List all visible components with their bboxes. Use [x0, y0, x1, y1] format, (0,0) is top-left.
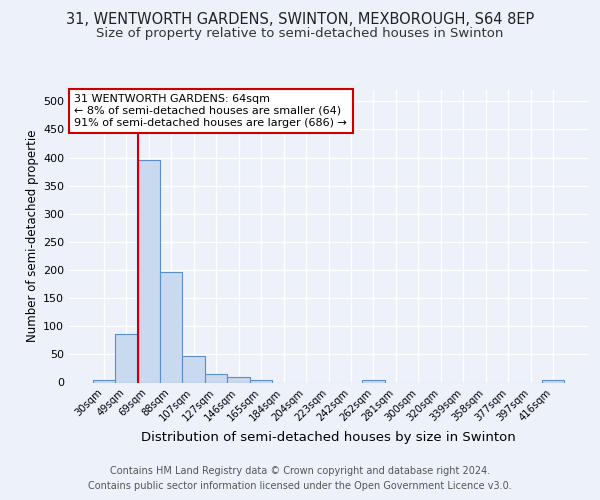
Bar: [137, 160, 160, 382]
Bar: [542, 380, 565, 382]
Text: Contains HM Land Registry data © Crown copyright and database right 2024.: Contains HM Land Registry data © Crown c…: [110, 466, 490, 476]
Text: Contains public sector information licensed under the Open Government Licence v3: Contains public sector information licen…: [88, 481, 512, 491]
Text: Size of property relative to semi-detached houses in Swinton: Size of property relative to semi-detach…: [97, 28, 503, 40]
X-axis label: Distribution of semi-detached houses by size in Swinton: Distribution of semi-detached houses by …: [141, 432, 516, 444]
Bar: [362, 380, 385, 382]
Bar: [205, 374, 227, 382]
Bar: [160, 272, 182, 382]
Bar: [250, 380, 272, 382]
Bar: [182, 356, 205, 382]
Bar: [115, 334, 137, 382]
Bar: [92, 380, 115, 382]
Text: 31, WENTWORTH GARDENS, SWINTON, MEXBOROUGH, S64 8EP: 31, WENTWORTH GARDENS, SWINTON, MEXBOROU…: [66, 12, 534, 28]
Bar: [227, 378, 250, 382]
Text: 31 WENTWORTH GARDENS: 64sqm
← 8% of semi-detached houses are smaller (64)
91% of: 31 WENTWORTH GARDENS: 64sqm ← 8% of semi…: [74, 94, 347, 128]
Y-axis label: Number of semi-detached propertie: Number of semi-detached propertie: [26, 130, 39, 342]
